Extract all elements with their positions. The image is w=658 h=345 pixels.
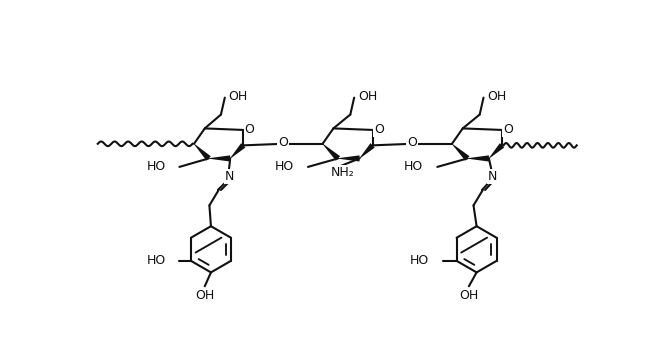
Text: HO: HO bbox=[146, 160, 166, 174]
Text: O: O bbox=[503, 123, 513, 136]
Polygon shape bbox=[194, 144, 211, 161]
Text: HO: HO bbox=[146, 254, 166, 267]
Text: NH₂: NH₂ bbox=[331, 166, 355, 179]
Text: N: N bbox=[225, 170, 234, 183]
Text: HO: HO bbox=[404, 160, 424, 174]
Text: OH: OH bbox=[358, 90, 377, 102]
Text: OH: OH bbox=[195, 289, 215, 302]
Text: OH: OH bbox=[488, 90, 507, 102]
Polygon shape bbox=[322, 144, 340, 161]
Text: HO: HO bbox=[409, 254, 429, 267]
Polygon shape bbox=[489, 143, 504, 159]
Polygon shape bbox=[467, 155, 489, 161]
Polygon shape bbox=[209, 155, 230, 161]
Text: OH: OH bbox=[229, 90, 248, 102]
Text: O: O bbox=[245, 123, 255, 136]
Text: HO: HO bbox=[275, 160, 294, 174]
Text: O: O bbox=[374, 123, 384, 136]
Text: N: N bbox=[488, 170, 497, 183]
Polygon shape bbox=[359, 143, 375, 159]
Polygon shape bbox=[338, 155, 359, 161]
Text: O: O bbox=[407, 136, 417, 149]
Text: OH: OH bbox=[459, 289, 478, 302]
Text: O: O bbox=[278, 136, 288, 149]
Polygon shape bbox=[452, 144, 469, 161]
Polygon shape bbox=[230, 143, 245, 159]
